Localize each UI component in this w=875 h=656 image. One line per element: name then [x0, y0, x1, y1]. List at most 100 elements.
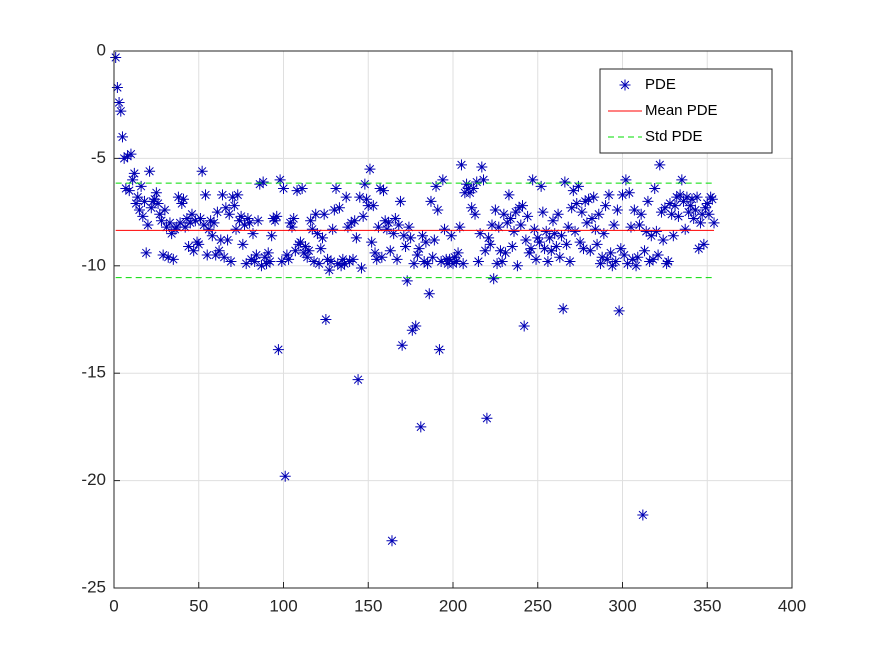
data-point: [274, 174, 286, 186]
data-point: [261, 258, 273, 270]
data-point: [525, 243, 537, 255]
data-point: [642, 195, 654, 207]
data-point: [678, 195, 690, 207]
data-point: [140, 247, 152, 259]
data-point: [255, 260, 267, 272]
data-point: [576, 206, 588, 218]
data-point: [594, 258, 606, 270]
data-point: [411, 249, 423, 261]
data-point: [669, 200, 681, 212]
data-point: [500, 247, 512, 259]
data-point: [394, 195, 406, 207]
data-point: [115, 105, 127, 117]
data-point: [406, 324, 418, 336]
data-point: [306, 223, 318, 235]
axes-box: [113, 50, 793, 589]
data-point: [416, 230, 428, 242]
data-point: [376, 251, 388, 263]
data-point: [557, 303, 569, 315]
data-point: [513, 202, 525, 214]
legend-label: PDE: [645, 76, 676, 93]
data-point: [313, 258, 325, 270]
data-point: [688, 213, 700, 225]
legend-label: Std PDE: [645, 128, 703, 145]
data-point: [249, 256, 261, 268]
data-point: [383, 217, 395, 229]
data-point: [476, 161, 488, 173]
data-point: [574, 236, 586, 248]
data-point: [367, 200, 379, 212]
data-point: [572, 180, 584, 192]
data-point: [215, 234, 227, 246]
data-point: [620, 174, 632, 186]
data-point: [559, 176, 571, 188]
data-point: [154, 208, 166, 220]
data-point: [679, 223, 691, 235]
data-point: [706, 193, 718, 205]
data-point: [315, 243, 327, 255]
data-point: [552, 208, 564, 220]
data-point: [171, 221, 183, 233]
data-point: [637, 509, 649, 521]
data-point: [700, 202, 712, 214]
data-point: [211, 206, 223, 218]
data-point: [537, 206, 549, 218]
data-point: [300, 240, 312, 252]
data-point: [652, 249, 664, 261]
data-point: [342, 221, 354, 233]
data-point: [578, 243, 590, 255]
data-point: [184, 217, 196, 229]
y-tick-label: -5: [91, 148, 106, 167]
data-point: [664, 198, 676, 210]
data-point: [562, 221, 574, 233]
data-point: [650, 225, 662, 237]
data-point: [515, 219, 527, 231]
data-point: [220, 202, 232, 214]
data-point: [379, 215, 391, 227]
data-point: [327, 223, 339, 235]
data-point: [164, 217, 176, 229]
data-point: [484, 238, 496, 250]
data-point: [245, 253, 257, 265]
data-point: [430, 180, 442, 192]
data-point: [310, 208, 322, 220]
data-point: [464, 187, 476, 199]
data-point: [474, 228, 486, 240]
data-point: [691, 191, 703, 203]
data-point: [371, 253, 383, 265]
y-tick-label: -15: [81, 363, 106, 382]
y-tick-label: 0: [97, 40, 106, 59]
data-point: [415, 421, 427, 433]
data-point: [157, 249, 169, 261]
data-point: [633, 219, 645, 231]
data-point: [206, 230, 218, 242]
data-point: [452, 247, 464, 259]
data-point: [347, 253, 359, 265]
data-point: [601, 253, 613, 265]
data-point: [357, 210, 369, 222]
data-point: [222, 234, 234, 246]
data-point: [454, 221, 466, 233]
data-point: [567, 185, 579, 197]
data-point: [596, 251, 608, 263]
data-point: [649, 182, 661, 194]
data-point: [545, 245, 557, 257]
data-point: [586, 213, 598, 225]
data-point: [676, 174, 688, 186]
data-point: [194, 213, 206, 225]
data-point: [530, 253, 542, 265]
data-point: [628, 204, 640, 216]
data-point: [269, 215, 281, 227]
data-point: [205, 215, 217, 227]
data-point: [328, 204, 340, 216]
x-tick-label: 300: [608, 596, 636, 615]
data-point: [176, 198, 188, 210]
data-point: [110, 51, 122, 63]
data-point: [433, 344, 445, 356]
data-point: [535, 180, 547, 192]
data-point: [161, 221, 173, 233]
data-point: [305, 215, 317, 227]
data-point: [203, 223, 215, 235]
data-point: [410, 320, 422, 332]
data-point: [593, 208, 605, 220]
